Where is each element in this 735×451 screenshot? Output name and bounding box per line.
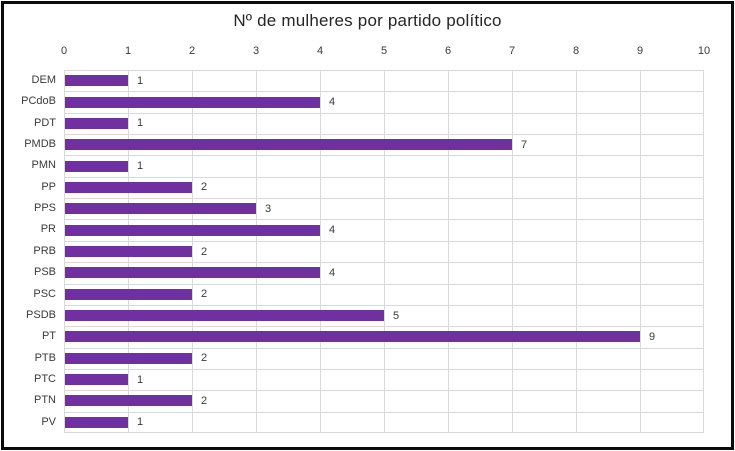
y-axis-labels: DEM PCdoB PDT PMDB PMN PP PPS PR PRB PSB PSC PSDB PT… xyxy=(4,70,56,433)
bar-dem xyxy=(65,75,128,87)
value-label-pcdob: 4 xyxy=(329,96,336,109)
gridline-vertical xyxy=(640,70,641,433)
value-label-pt: 9 xyxy=(649,330,656,343)
bar-pdt xyxy=(65,117,128,129)
gridline-vertical xyxy=(320,70,321,433)
gridline-vertical xyxy=(576,70,577,433)
x-tick-label: 9 xyxy=(636,45,644,57)
gridline-horizontal xyxy=(64,432,704,433)
category-label-pt: PT xyxy=(41,330,56,343)
gridline-horizontal xyxy=(64,284,704,285)
bar-pmn xyxy=(65,160,128,172)
value-label-pmdb: 7 xyxy=(521,138,528,151)
gridline-horizontal xyxy=(64,412,704,413)
gridline-horizontal xyxy=(64,155,704,156)
gridline-horizontal xyxy=(64,219,704,220)
category-label-prb: PRB xyxy=(33,244,56,257)
gridline-vertical xyxy=(64,70,65,433)
bar-psc xyxy=(65,288,192,300)
category-label-pr: PR xyxy=(40,223,56,236)
gridline-horizontal xyxy=(64,91,704,92)
value-label-psc: 2 xyxy=(201,288,208,301)
bar-psb xyxy=(65,267,320,279)
category-label-pcdob: PCdoB xyxy=(21,95,56,108)
x-tick-label: 5 xyxy=(380,45,388,57)
bar-pt xyxy=(65,331,640,343)
gridline-horizontal xyxy=(64,113,704,114)
gridline-horizontal xyxy=(64,390,704,391)
x-tick-label: 1 xyxy=(124,45,132,57)
bar-pr xyxy=(65,224,320,236)
value-label-ptc: 1 xyxy=(137,373,144,386)
bar-pp xyxy=(65,181,192,193)
plot-area: 1 4 1 7 1 2 3 4 2 4 2 5 9 2 1 2 1 xyxy=(64,70,704,433)
value-label-pmn: 1 xyxy=(137,160,144,173)
value-label-pps: 3 xyxy=(265,202,272,215)
category-label-pps: PPS xyxy=(33,202,56,215)
gridline-vertical xyxy=(512,70,513,433)
gridline-horizontal xyxy=(64,241,704,242)
gridline-horizontal xyxy=(64,348,704,349)
category-label-psb: PSB xyxy=(33,266,56,279)
value-label-ptb: 2 xyxy=(201,352,208,365)
bar-ptc xyxy=(65,374,128,386)
bar-pps xyxy=(65,203,256,215)
bar-ptb xyxy=(65,352,192,364)
x-axis: 0 1 2 3 4 5 6 7 8 9 10 xyxy=(60,45,710,61)
bar-pv xyxy=(65,416,128,428)
gridline-vertical xyxy=(448,70,449,433)
gridline-vertical xyxy=(192,70,193,433)
x-tick-label: 8 xyxy=(572,45,580,57)
chart-title: Nº de mulheres por partido político xyxy=(233,11,502,30)
x-tick-label: 6 xyxy=(444,45,452,57)
category-label-pdt: PDT xyxy=(34,116,56,129)
category-label-dem: DEM xyxy=(31,74,56,86)
value-label-psdb: 5 xyxy=(393,309,400,322)
category-label-pmdb: PMDB xyxy=(24,138,56,151)
value-label-ptn: 2 xyxy=(201,394,208,407)
x-tick-label: 4 xyxy=(316,45,324,57)
bar-pmdb xyxy=(65,139,512,151)
gridline-horizontal xyxy=(64,262,704,263)
value-label-pp: 2 xyxy=(201,181,208,194)
category-label-pv: PV xyxy=(41,415,56,428)
bar-prb xyxy=(65,246,192,257)
value-label-pr: 4 xyxy=(329,224,336,237)
gridline-horizontal xyxy=(64,198,704,199)
gridline-horizontal xyxy=(64,369,704,370)
x-tick-label: 2 xyxy=(188,45,196,57)
gridline-horizontal xyxy=(64,70,704,71)
x-tick-label: 0 xyxy=(60,45,68,57)
gridline-horizontal xyxy=(64,177,704,178)
gridline-vertical xyxy=(256,70,257,433)
category-label-psdb: PSDB xyxy=(26,308,56,321)
bar-pcdob xyxy=(65,96,320,108)
category-label-pp: PP xyxy=(41,180,56,193)
category-label-ptc: PTC xyxy=(34,372,56,385)
value-label-pv: 1 xyxy=(137,416,144,429)
value-label-prb: 2 xyxy=(201,245,208,258)
category-label-pmn: PMN xyxy=(31,159,56,172)
bar-ptn xyxy=(65,395,192,407)
gridline-horizontal xyxy=(64,305,704,306)
gridline-vertical xyxy=(384,70,385,433)
gridline-horizontal xyxy=(64,326,704,327)
bar-psdb xyxy=(65,310,384,322)
value-label-pdt: 1 xyxy=(137,117,144,130)
category-label-psc: PSC xyxy=(33,287,56,300)
gridline-vertical xyxy=(703,70,704,433)
x-tick-label: 3 xyxy=(252,45,260,57)
value-label-dem: 1 xyxy=(137,74,144,87)
category-label-ptb: PTB xyxy=(34,351,56,364)
x-tick-label: 7 xyxy=(508,45,516,57)
value-label-psb: 4 xyxy=(329,266,336,279)
gridline-horizontal xyxy=(64,134,704,135)
x-tick-label: 10 xyxy=(697,45,711,57)
category-label-ptn: PTN xyxy=(34,394,56,407)
